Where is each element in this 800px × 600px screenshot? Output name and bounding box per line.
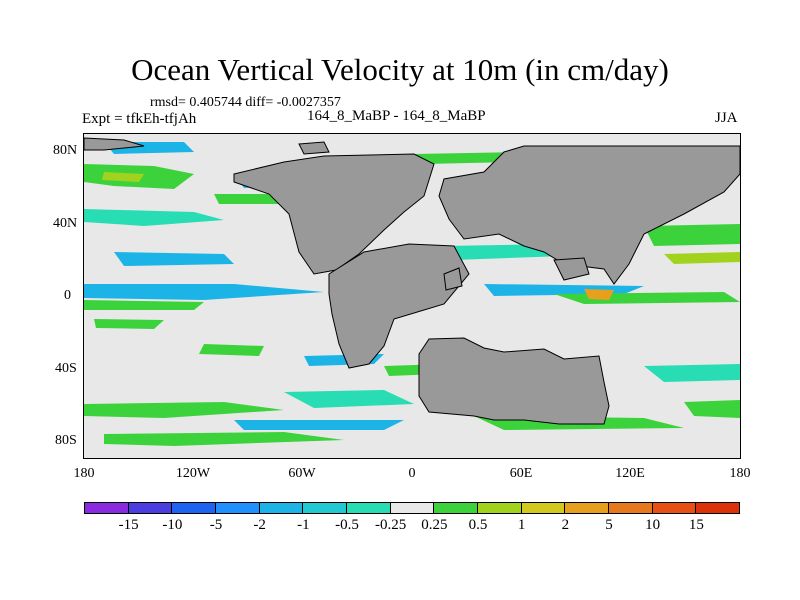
lon-label-60w: 60W xyxy=(288,466,316,481)
colorbar-box xyxy=(258,502,304,514)
colorbar-label: -10 xyxy=(162,517,183,533)
colorbar-box xyxy=(651,502,697,514)
colorbar-box xyxy=(215,502,260,514)
colorbar-label: 2 xyxy=(561,517,570,533)
lon-label-60e: 60E xyxy=(509,466,533,481)
lon-label-120e: 120E xyxy=(615,466,645,481)
colorbar-box xyxy=(84,502,129,514)
colorbar-label: -5 xyxy=(209,517,223,533)
colorbar-box xyxy=(564,502,610,514)
season-label: JJA xyxy=(715,110,738,126)
colorbar xyxy=(84,502,741,514)
map-canvas xyxy=(84,137,740,446)
colorbar-box xyxy=(127,502,173,514)
lat-label-0: 0 xyxy=(64,288,71,303)
colorbar-label: -0.5 xyxy=(335,517,359,533)
lon-label-180e: 180 xyxy=(729,466,751,481)
colorbar-box xyxy=(695,502,741,514)
rmsd-diff-stats: rmsd= 0.405744 diff= -0.0027357 xyxy=(150,95,341,110)
lon-label-0: 0 xyxy=(408,466,416,481)
colorbar-box xyxy=(608,502,653,514)
colorbar-box xyxy=(171,502,217,514)
colorbar-box xyxy=(389,502,435,514)
plot-title: Ocean Vertical Velocity at 10m (in cm/da… xyxy=(131,52,669,87)
colorbar-label: 0.5 xyxy=(468,517,488,533)
colorbar-box xyxy=(477,502,522,514)
lon-label-120w: 120W xyxy=(175,466,211,481)
colorbar-label: 5 xyxy=(605,517,613,533)
colorbar-label: -15 xyxy=(118,517,139,533)
land-masses xyxy=(84,137,740,425)
colorbar-box xyxy=(520,502,566,514)
colorbar-label: 15 xyxy=(688,517,704,533)
experiment-label: Expt = tfkEh-tfjAh xyxy=(82,111,197,127)
velocity-map xyxy=(83,133,741,459)
lat-label-80s: 80S xyxy=(55,433,77,448)
lat-label-80n: 80N xyxy=(53,143,78,158)
case-label: 164_8_MaBP - 164_8_MaBP xyxy=(307,108,486,124)
colorbar-label: -1 xyxy=(297,517,310,533)
colorbar-label: -0.25 xyxy=(375,517,407,533)
colorbar-label: 1 xyxy=(517,517,526,533)
lat-label-40s: 40S xyxy=(55,361,77,376)
colorbar-label: 0.25 xyxy=(421,517,448,533)
lon-label-180w: 180 xyxy=(73,466,95,481)
colorbar-label: 10 xyxy=(645,517,661,533)
lat-label-40n: 40N xyxy=(53,216,78,231)
colorbar-label: -2 xyxy=(253,517,266,533)
colorbar-box xyxy=(302,502,348,514)
colorbar-box xyxy=(346,502,391,514)
colorbar-box xyxy=(433,502,479,514)
